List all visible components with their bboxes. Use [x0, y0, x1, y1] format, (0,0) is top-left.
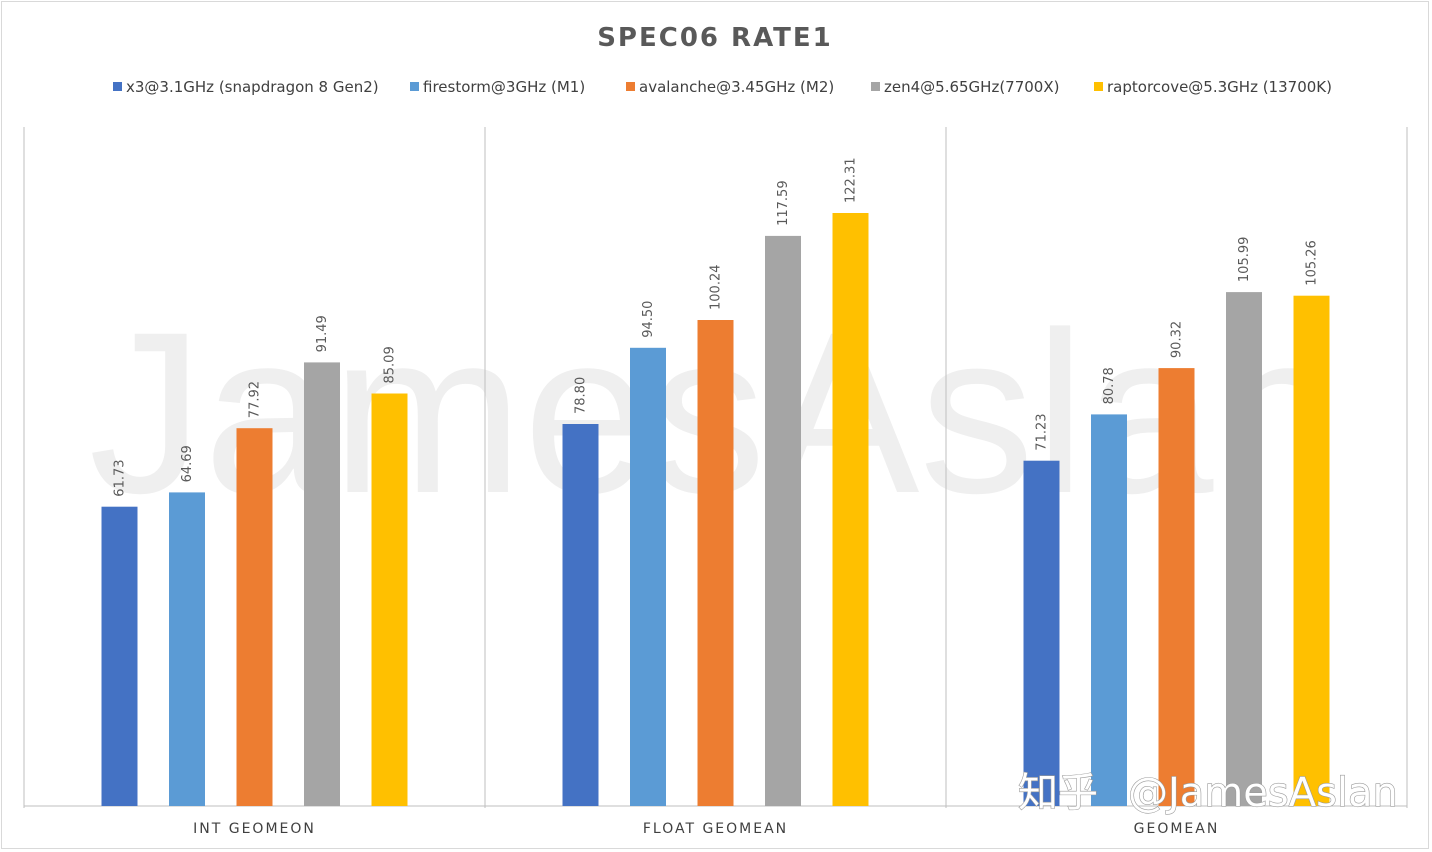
data-label-0-1: 64.69 — [180, 445, 195, 482]
bar-2-2 — [1158, 368, 1195, 806]
data-label-0-3: 91.49 — [315, 315, 330, 352]
legend-swatch-1 — [410, 82, 419, 91]
data-label-1-4: 122.31 — [844, 158, 859, 204]
legend-swatch-3 — [871, 82, 880, 91]
plot-area: 61.73 64.69 77.92 91.49 85.09 INT GEOMEON 78.8… — [23, 127, 1408, 837]
legend-label-3: zen4@5.65GHz(7700X) — [884, 78, 1059, 96]
data-label-1-0: 78.80 — [574, 377, 589, 414]
brand-site: 知乎 — [1018, 770, 1098, 816]
bar-2-4 — [1293, 295, 1330, 806]
data-label-1-3: 117.59 — [776, 180, 791, 226]
data-label-0-0: 61.73 — [113, 459, 128, 496]
bar-0-0 — [101, 506, 138, 806]
legend-swatch-4 — [1094, 82, 1103, 91]
bar-2-1 — [1091, 414, 1127, 806]
bar-1-1 — [630, 347, 666, 806]
chart-title: SPEC06 RATE1 — [597, 23, 833, 53]
bar-0-1 — [169, 492, 205, 806]
legend-swatch-2 — [626, 82, 635, 91]
data-label-0-4: 85.09 — [383, 346, 398, 383]
bar-1-4 — [832, 213, 869, 806]
bar-0-4 — [371, 393, 408, 806]
legend-label-2: avalanche@3.45GHz (M2) — [639, 78, 834, 96]
category-label-0: INT GEOMEON — [193, 821, 316, 837]
data-label-1-1: 94.50 — [641, 301, 656, 338]
bar-2-3 — [1226, 292, 1262, 807]
legend-label-4: raptorcove@5.3GHz (13700K) — [1107, 78, 1332, 96]
legend-swatch-0 — [113, 82, 122, 91]
bar-1-2 — [697, 320, 734, 806]
category-label-1: FLOAT GEOMEAN — [643, 821, 788, 837]
data-label-2-4: 105.26 — [1305, 240, 1320, 286]
bar-0-2 — [236, 428, 273, 806]
category-label-2: GEOMEAN — [1134, 821, 1220, 837]
data-label-2-0: 71.23 — [1035, 413, 1050, 450]
brand-handle: @JamesAslan — [1128, 770, 1398, 816]
data-label-2-2: 90.32 — [1170, 321, 1185, 358]
legend: x3@3.1GHz (snapdragon 8 Gen2) firestorm@3… — [113, 78, 1332, 96]
bar-1-3 — [765, 235, 801, 806]
data-label-0-2: 77.92 — [248, 381, 263, 418]
data-label-1-2: 100.24 — [709, 265, 724, 311]
legend-label-1: firestorm@3GHz (M1) — [423, 78, 585, 96]
data-label-2-1: 80.78 — [1102, 367, 1117, 404]
bar-1-0 — [562, 424, 599, 806]
legend-label-0: x3@3.1GHz (snapdragon 8 Gen2) — [126, 78, 379, 96]
bar-0-3 — [304, 362, 340, 806]
bar-2-0 — [1023, 460, 1060, 806]
data-label-2-3: 105.99 — [1237, 237, 1252, 283]
